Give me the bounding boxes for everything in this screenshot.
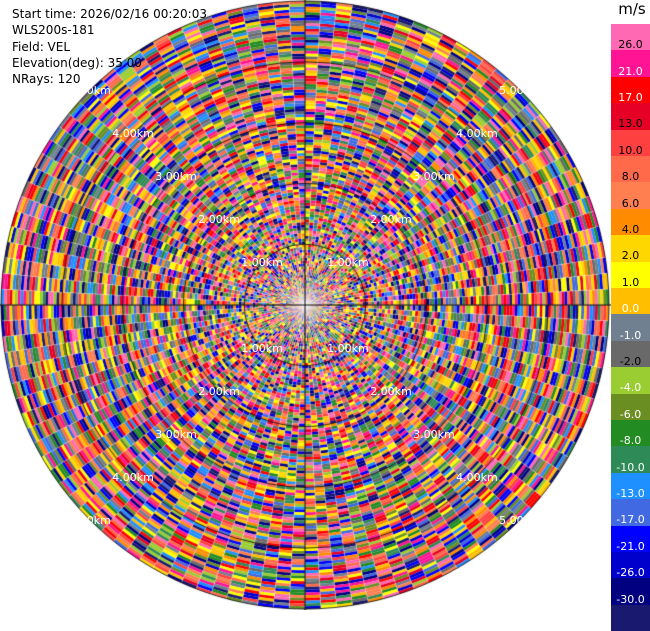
colorbar-tick-label: 4.0 bbox=[621, 223, 640, 236]
colorbar-cell bbox=[611, 420, 650, 447]
colorbar-cell bbox=[611, 261, 650, 288]
colorbar-unit: m/s bbox=[618, 0, 646, 18]
colorbar-cell bbox=[611, 235, 650, 262]
colorbar-tick-label: -26.0 bbox=[616, 566, 645, 580]
colorbar-cell bbox=[611, 208, 650, 236]
colorbar-cell bbox=[611, 182, 650, 209]
colorbar-tick-label: -21.0 bbox=[616, 539, 645, 553]
colorbar-cell bbox=[611, 50, 650, 77]
instrument-text: WLS200s-181 bbox=[12, 23, 95, 38]
colorbar-cell bbox=[611, 367, 650, 394]
colorbar-cell bbox=[611, 129, 650, 156]
colorbar-cell bbox=[611, 76, 650, 104]
colorbar-cell bbox=[611, 446, 650, 473]
field-text: Field: VEL bbox=[12, 39, 71, 54]
colorbar-cell bbox=[611, 499, 650, 526]
colorbar-cell bbox=[611, 103, 650, 130]
colorbar-tick-label: 17.0 bbox=[618, 91, 643, 104]
nrays-text: NRays: 120 bbox=[12, 72, 81, 87]
colorbar-tick-label: 10.0 bbox=[618, 143, 643, 157]
colorbar-tick-label: 21.0 bbox=[618, 64, 643, 78]
colorbar-tick-label: 13.0 bbox=[618, 117, 643, 131]
colorbar-tick-label: 2.0 bbox=[621, 249, 640, 263]
velocity-ppi-plot bbox=[0, 0, 650, 610]
colorbar-tick-label: -8.0 bbox=[619, 434, 642, 448]
colorbar-tick-label: -6.0 bbox=[619, 407, 642, 421]
colorbar-cell bbox=[611, 340, 650, 368]
colorbar-cell bbox=[611, 604, 650, 631]
colorbar-tick-label: 0.0 bbox=[621, 302, 640, 316]
colorbar-cell bbox=[611, 24, 650, 51]
colorbar-cell bbox=[611, 314, 650, 341]
colorbar-tick-label: 26.0 bbox=[618, 38, 643, 52]
elevation-text: Elevation(deg): 35.00 bbox=[12, 55, 142, 70]
colorbar-cell bbox=[611, 525, 650, 552]
colorbar-tick-label: -2.0 bbox=[619, 355, 642, 368]
colorbar-tick-label: -17.0 bbox=[616, 513, 645, 527]
colorbar-tick-label: 1.0 bbox=[621, 275, 640, 289]
colorbar-cell bbox=[611, 552, 650, 579]
start-time-text: Start time: 2026/02/16 00:20:03 bbox=[12, 7, 207, 21]
colorbar-tick-label: 6.0 bbox=[621, 196, 640, 210]
colorbar-tick-label: -10.0 bbox=[616, 460, 645, 474]
colorbar-tick-label: -1.0 bbox=[619, 328, 642, 342]
colorbar-tick-label: -13.0 bbox=[616, 487, 645, 500]
colorbar-cell bbox=[611, 393, 650, 420]
colorbar-tick-label: -30.0 bbox=[616, 592, 645, 606]
colorbar-cell bbox=[611, 156, 650, 183]
colorbar-cell bbox=[611, 578, 650, 605]
scan-info: Start time: 2026/02/16 00:20:03 WLS200s-… bbox=[12, 6, 207, 87]
colorbar-tick-label: 8.0 bbox=[621, 170, 640, 184]
colorbar-cell bbox=[611, 288, 650, 315]
colorbar-cell bbox=[611, 472, 650, 500]
colorbar-tick-label: -4.0 bbox=[619, 381, 642, 395]
